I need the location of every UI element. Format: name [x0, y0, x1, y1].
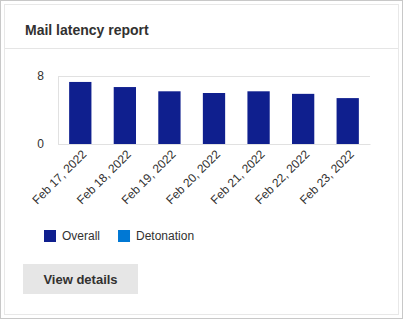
legend: Overall Detonation: [44, 229, 194, 243]
bar: [247, 91, 269, 144]
legend-label: Overall: [62, 229, 100, 243]
bars: [69, 82, 359, 144]
grid: [58, 77, 370, 145]
separator: [5, 48, 398, 49]
legend-item: Detonation: [118, 229, 194, 243]
legend-item: Overall: [44, 229, 100, 243]
y-axis-line: [58, 77, 59, 145]
x-tick-label: Feb 23, 2022: [297, 147, 357, 207]
grid-line: [58, 76, 370, 77]
button-background[interactable]: [23, 264, 138, 294]
y-tick-label: 8: [37, 69, 44, 83]
y-tick: 0: [37, 137, 58, 151]
y-tick: 8: [37, 69, 58, 83]
bar: [69, 82, 91, 144]
legend-swatch: [118, 230, 130, 242]
y-tick-label: 0: [37, 137, 44, 151]
legend-label: Detonation: [136, 229, 194, 243]
x-axis-line: [59, 144, 371, 145]
title: Mail latency report: [25, 22, 149, 38]
card: Mail latency report08Feb 17, 2022Feb 18,…: [0, 0, 403, 319]
x-axis: Feb 17, 2022Feb 18, 2022Feb 19, 2022Feb …: [29, 144, 370, 207]
x-tick: Feb 23, 2022: [297, 144, 357, 207]
button-label[interactable]: View details: [43, 272, 117, 287]
bar: [292, 94, 314, 144]
card-inner-frame: [5, 5, 399, 315]
grid-line: [58, 144, 370, 145]
bar: [114, 87, 136, 144]
y-axis: 08: [37, 69, 58, 151]
bar: [203, 93, 225, 144]
bar: [337, 98, 359, 144]
bar: [158, 91, 180, 144]
button[interactable]: View details: [23, 264, 138, 294]
card-frame: [1, 1, 403, 319]
legend-swatch: [44, 230, 56, 242]
